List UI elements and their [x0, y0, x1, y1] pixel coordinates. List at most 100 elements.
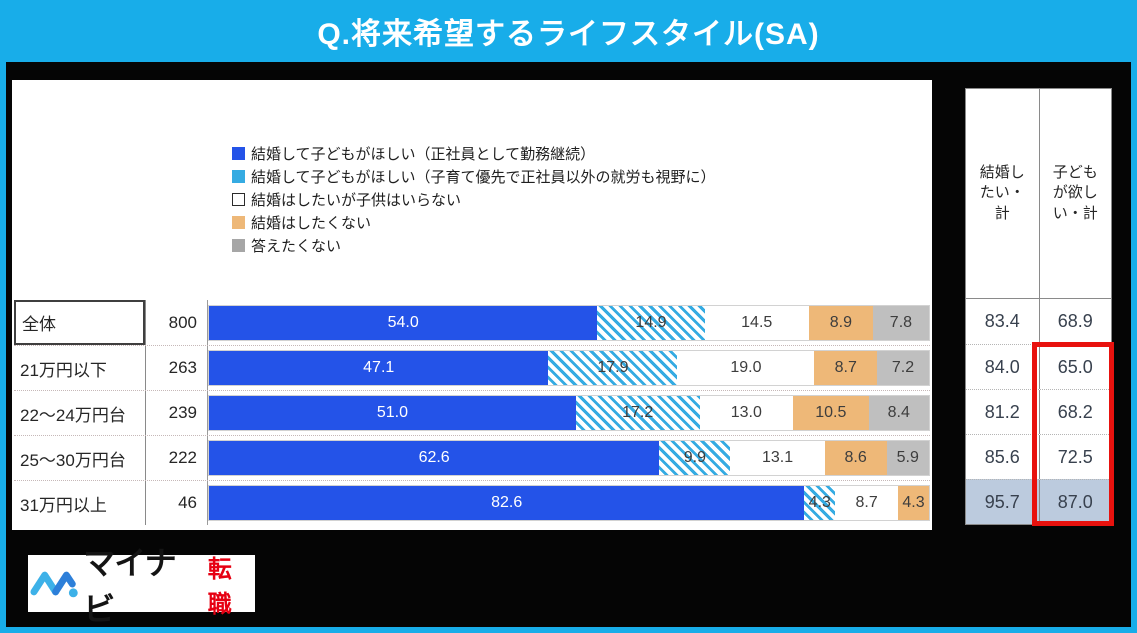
legend-label: 結婚して子どもがほしい（子育て優先で正社員以外の就労も視野に） — [251, 169, 716, 186]
table-row: 25〜30万円台 222 62.6 9.9 13.1 8.6 5.9 — [14, 435, 930, 480]
logo-brand-text: マイナビ — [83, 544, 176, 627]
bar-value-label: 51.0 — [376, 404, 408, 421]
bar-segment: 13.1 — [730, 441, 825, 475]
bar-segment: 82.6 — [209, 486, 805, 520]
legend-swatch-icon — [232, 147, 245, 160]
bar-value-label: 8.6 — [844, 449, 867, 466]
marry-total-value: 84.0 — [984, 356, 1020, 377]
bar-track: 82.6 4.3 8.7 4.3 — [207, 481, 930, 525]
bar-track: 62.6 9.9 13.1 8.6 5.9 — [207, 436, 930, 480]
bar-segment: 5.9 — [886, 441, 929, 475]
summary-row: 81.2 68.2 — [966, 389, 1111, 434]
bar-segment: 51.0 — [209, 396, 576, 430]
bar-value-label: 14.9 — [635, 313, 667, 331]
category-label: 21万円以下 — [20, 360, 107, 380]
sample-size: 46 — [145, 481, 207, 525]
bar-value-label: 13.0 — [730, 404, 762, 421]
bar-track: 54.0 14.9 14.5 8.9 7.8 — [207, 300, 930, 345]
bar-value-label: 54.0 — [387, 313, 419, 331]
table-row: 31万円以上 46 82.6 4.3 8.7 4.3 — [14, 480, 930, 525]
bar-value-label: 8.7 — [834, 359, 857, 376]
stacked-bar: 51.0 17.2 13.0 10.5 8.4 — [208, 395, 930, 431]
bar-value-label: 4.3 — [902, 494, 925, 511]
bar-segment: 7.2 — [877, 351, 929, 385]
table-row: 全体 800 54.0 14.9 14.5 8.9 7.8 — [14, 300, 930, 345]
stacked-bar: 82.6 4.3 8.7 4.3 — [208, 485, 930, 521]
summary-value-rows: 83.4 68.9 84.0 65.0 81.2 68.2 85.6 72.5 95.7 87.0 — [966, 299, 1111, 524]
child-total-value: 68.2 — [1038, 390, 1112, 434]
table-row: 21万円以下 263 47.1 17.9 19.0 8.7 7.2 — [14, 345, 930, 390]
bar-segment: 4.3 — [897, 486, 929, 520]
bar-segment: 8.4 — [868, 396, 929, 430]
summary-row: 85.6 72.5 — [966, 434, 1111, 479]
bar-value-label: 17.2 — [622, 404, 654, 421]
legend-item: 結婚はしたくない — [232, 211, 716, 234]
bar-value-label: 62.6 — [418, 449, 450, 466]
bar-value-label: 14.5 — [741, 313, 773, 331]
bar-segment: 9.9 — [659, 441, 731, 475]
child-total-value: 87.0 — [1038, 480, 1112, 524]
bar-value-label: 8.9 — [829, 313, 852, 331]
bar-track: 47.1 17.9 19.0 8.7 7.2 — [207, 346, 930, 390]
legend-swatch-icon — [232, 239, 245, 252]
sample-size: 222 — [145, 436, 207, 480]
chart-panel: 結婚して子どもがほしい（正社員として勤務継続） 結婚して子どもがほしい（子育て優先… — [12, 80, 932, 530]
category-label: 31万円以上 — [20, 495, 107, 515]
bar-segment: 54.0 — [209, 305, 598, 340]
child-total-value: 72.5 — [1038, 435, 1112, 479]
summary-header-row: 結婚したい・計 子どもが欲しい・計 — [966, 89, 1111, 299]
summary-col-header-marry: 結婚したい・計 — [979, 164, 1025, 222]
bar-value-label: 10.5 — [815, 404, 847, 421]
bar-value-label: 47.1 — [363, 359, 395, 376]
stacked-bar: 47.1 17.9 19.0 8.7 7.2 — [208, 350, 930, 386]
child-total-value: 68.9 — [1038, 299, 1112, 344]
child-total-value: 65.0 — [1038, 345, 1112, 389]
bar-segment: 47.1 — [209, 351, 549, 385]
summary-panel: 結婚したい・計 子どもが欲しい・計 83.4 68.9 84.0 65.0 81.2 68… — [965, 88, 1114, 526]
table-row: 22〜24万円台 239 51.0 17.2 13.0 10.5 8.4 — [14, 390, 930, 435]
legend-label: 結婚して子どもがほしい（正社員として勤務継続） — [251, 146, 596, 163]
bar-segment: 13.0 — [699, 396, 794, 430]
legend-swatch-icon — [232, 216, 245, 229]
bar-value-label: 13.1 — [762, 449, 794, 466]
bar-value-label: 19.0 — [730, 359, 762, 376]
summary-row: 83.4 68.9 — [966, 299, 1111, 344]
bar-segment: 10.5 — [793, 396, 869, 430]
title-bar: Q.将来希望するライフスタイル(SA) — [0, 0, 1137, 62]
legend-label: 答えたくない — [251, 238, 342, 255]
bar-segment: 4.3 — [804, 486, 836, 520]
bar-value-label: 82.6 — [491, 494, 523, 511]
category-label: 25〜30万円台 — [20, 450, 126, 470]
bar-value-label: 8.4 — [887, 404, 910, 421]
legend-label: 結婚はしたくない — [251, 215, 372, 232]
bar-segment: 17.2 — [575, 396, 700, 430]
chart-legend: 結婚して子どもがほしい（正社員として勤務継続） 結婚して子どもがほしい（子育て優先… — [232, 142, 716, 257]
bar-segment: 17.9 — [548, 351, 678, 385]
legend-swatch-icon — [232, 193, 245, 206]
sample-size: 239 — [145, 391, 207, 435]
legend-swatch-icon — [232, 170, 245, 183]
sample-size: 800 — [145, 300, 207, 345]
summary-row: 95.7 87.0 — [966, 479, 1111, 524]
legend-item: 答えたくない — [232, 234, 716, 257]
marry-total-value: 83.4 — [984, 311, 1020, 331]
marry-total-value: 81.2 — [984, 401, 1020, 422]
bar-value-label: 7.2 — [891, 359, 915, 376]
bar-segment: 14.5 — [704, 305, 809, 340]
bar-segment: 62.6 — [209, 441, 660, 475]
sample-size: 263 — [145, 346, 207, 390]
stacked-bar: 62.6 9.9 13.1 8.6 5.9 — [208, 440, 930, 476]
summary-row: 84.0 65.0 — [966, 344, 1111, 389]
bar-segment: 14.9 — [597, 305, 705, 340]
stacked-bar-table: 全体 800 54.0 14.9 14.5 8.9 7.8 21万円以下 263 47.1 17.9… — [14, 300, 930, 525]
legend-item: 結婚はしたいが子供はいらない — [232, 188, 716, 211]
bar-value-label: 7.8 — [889, 313, 913, 331]
bar-segment: 8.6 — [824, 441, 887, 475]
bar-segment: 8.7 — [835, 486, 898, 520]
bar-segment: 7.8 — [872, 305, 929, 340]
mynavi-wave-icon — [30, 571, 78, 597]
mynavi-logo: マイナビ 転職 — [28, 545, 255, 627]
marry-total-value: 95.7 — [984, 491, 1020, 512]
legend-label: 結婚はしたいが子供はいらない — [251, 192, 462, 209]
